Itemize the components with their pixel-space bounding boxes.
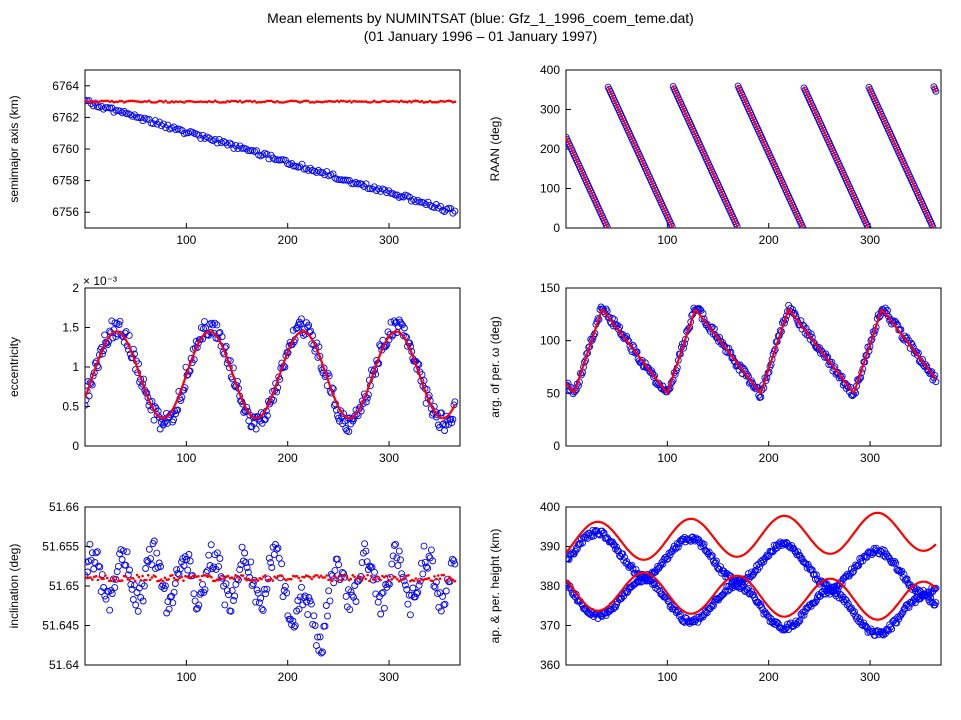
subplot-incl: 100 200 300 51.64 51.645 51.65 51.655 51.66 incl… (0, 492, 480, 710)
cell-apper: 100 200 300 360 370 380 390 400 ap. & per. heigh… (481, 492, 961, 710)
series-blue_markers (563, 83, 939, 231)
ytick-label: 51.64 (49, 658, 79, 672)
ytick-label: 6762 (52, 110, 79, 124)
ylabel: inclination (deg) (7, 543, 21, 628)
series-blue_markers (82, 538, 458, 656)
cell-argp: 100 200 300 0 50 100 150 arg. of per. ω (deg) (481, 273, 961, 491)
ytick-label: 0 (553, 439, 560, 453)
ytick-label: 300 (539, 103, 559, 117)
figure-title-1: Mean elements by NUMINTSAT (blue: Gfz_1_… (0, 10, 961, 26)
subplot-grid: 10020030067566758676067626764semimajor a… (0, 55, 961, 710)
series-blue_markers (82, 97, 458, 216)
ytick-label: 1 (72, 360, 79, 374)
xtick-label: 100 (657, 670, 677, 684)
ytick-label: 51.66 (49, 500, 79, 514)
xtick-label: 300 (860, 233, 880, 247)
cell-ecc: 100 200 300 0 0.5 1 1.5 2 eccentricity × 10⁻³ (0, 273, 481, 491)
subplot-ecc: 100 200 300 0 0.5 1 1.5 2 eccentricity × 10⁻³ (0, 273, 480, 491)
ylabel: ap. & per. height (km) (488, 528, 502, 643)
ytick-label: 51.65 (49, 579, 79, 593)
xtick-label: 200 (758, 670, 778, 684)
ylabel: RAAN (deg) (488, 117, 502, 182)
axes-box (566, 70, 941, 228)
ytick-label: 6764 (52, 79, 79, 93)
ytick-label: 380 (539, 579, 559, 593)
ytick-label: 400 (539, 63, 559, 77)
xtick-label: 100 (176, 451, 196, 465)
ylabel: semimajor axis (km) (7, 95, 21, 202)
cell-sma: 100 200 300 6756 6758 6760 6762 6764 semimajor a… (0, 55, 481, 273)
xtick-label: 200 (758, 451, 778, 465)
ytick-label: 100 (539, 182, 559, 196)
xtick-label: 200 (278, 670, 298, 684)
xtick-label: 300 (860, 451, 880, 465)
series-red_markers (84, 99, 457, 103)
series-red_line (566, 310, 936, 394)
ytick-label: 51.645 (42, 618, 79, 632)
ytick-label: 400 (539, 500, 559, 514)
ytick-label: 390 (539, 539, 559, 553)
subplot-argp: 100 200 300 0 50 100 150 arg. of per. ω (deg) (481, 273, 961, 491)
xtick-label: 100 (657, 233, 677, 247)
xtick-label: 100 (176, 233, 196, 247)
xtick-label: 300 (379, 451, 399, 465)
ytick-label: 0 (553, 221, 560, 235)
ytick-label: 6758 (52, 174, 79, 188)
ytick-label: 0.5 (62, 400, 79, 414)
xtick-label: 200 (278, 233, 298, 247)
xtick-label: 300 (860, 670, 880, 684)
ytick-label: 360 (539, 658, 559, 672)
subplot-apper: 100 200 300 360 370 380 390 400 ap. & per. heigh… (481, 492, 961, 710)
cell-incl: 100 200 300 51.64 51.645 51.65 51.655 51.66 incl… (0, 492, 481, 710)
figure-title-2: (01 January 1996 – 01 January 1997) (0, 28, 961, 44)
axes-box (85, 288, 460, 446)
xtick-label: 300 (379, 670, 399, 684)
y-exponent: × 10⁻³ (83, 274, 117, 288)
ytick-label: 6756 (52, 205, 79, 219)
ytick-label: 51.655 (42, 539, 79, 553)
ytick-label: 2 (72, 281, 79, 295)
cell-raan: 100 200 300 0 100 200 300 400 RAAN (deg) (481, 55, 961, 273)
ytick-label: 370 (539, 618, 559, 632)
xtick-label: 200 (278, 451, 298, 465)
ylabel: eccentricity (7, 337, 21, 397)
series-blue_markers (563, 303, 939, 401)
xtick-label: 100 (657, 451, 677, 465)
ytick-label: 1.5 (62, 321, 79, 335)
ytick-label: 6760 (52, 142, 79, 156)
subplot-sma: 100 200 300 6756 6758 6760 6762 6764 semimajor a… (0, 55, 480, 273)
xtick-label: 200 (758, 233, 778, 247)
ytick-label: 150 (539, 281, 559, 295)
ytick-label: 0 (72, 439, 79, 453)
axes-box (85, 70, 460, 228)
ytick-label: 200 (539, 142, 559, 156)
ytick-label: 50 (546, 387, 560, 401)
xtick-label: 100 (176, 670, 196, 684)
ytick-label: 100 (539, 334, 559, 348)
xtick-label: 300 (379, 233, 399, 247)
ylabel: arg. of per. ω (deg) (488, 317, 502, 418)
subplot-raan: 100 200 300 0 100 200 300 400 RAAN (deg) (481, 55, 961, 273)
